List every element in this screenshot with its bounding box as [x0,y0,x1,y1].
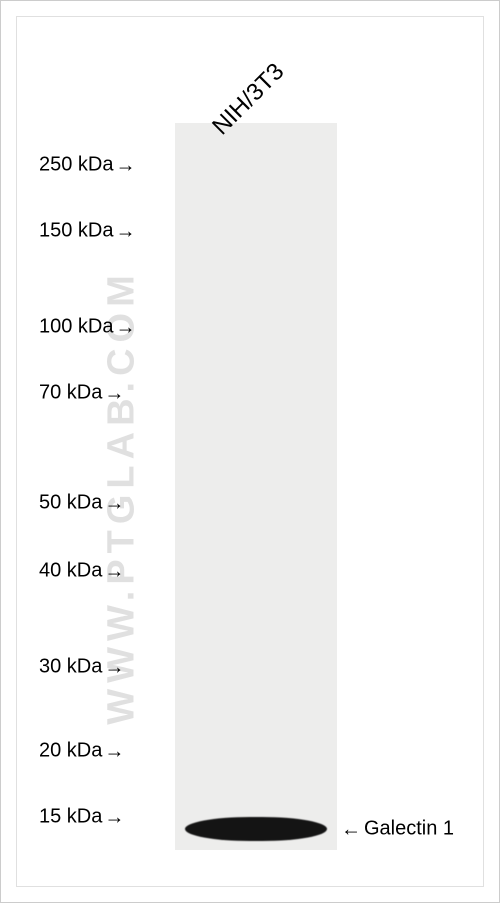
mw-marker-row: 20 kDa→ [39,740,124,763]
arrow-right-icon: → [116,155,136,175]
arrow-right-icon: → [104,493,124,513]
mw-marker-row: 70 kDa→ [39,382,124,405]
arrow-right-icon: → [104,741,124,761]
mw-marker-text: 50 kDa [39,492,102,515]
mw-marker-text: 20 kDa [39,740,102,763]
mw-marker-row: 250 kDa→ [39,154,136,177]
mw-marker-row: 150 kDa→ [39,220,136,243]
mw-marker-text: 70 kDa [39,382,102,405]
mw-marker-row: 30 kDa→ [39,656,124,679]
arrow-right-icon: → [104,657,124,677]
mw-marker-text: 30 kDa [39,656,102,679]
gel-lane [175,123,337,850]
arrow-right-icon: → [104,383,124,403]
arrow-right-icon: → [104,561,124,581]
target-label: ← Galectin 1 [341,818,454,841]
mw-marker-row: 50 kDa→ [39,492,124,515]
mw-marker-row: 100 kDa→ [39,316,136,339]
mw-marker-text: 150 kDa [39,220,114,243]
mw-marker-text: 100 kDa [39,316,114,339]
blot-area: WWW.PTGLAB.COM NIH/3T3 250 kDa→150 kDa→1… [17,17,483,886]
inner-frame: WWW.PTGLAB.COM NIH/3T3 250 kDa→150 kDa→1… [16,16,484,887]
outer-frame: WWW.PTGLAB.COM NIH/3T3 250 kDa→150 kDa→1… [0,0,500,903]
arrow-left-icon: ← [341,819,361,839]
mw-marker-row: 15 kDa→ [39,806,124,829]
target-name: Galectin 1 [364,818,454,841]
mw-marker-text: 15 kDa [39,806,102,829]
mw-marker-text: 40 kDa [39,560,102,583]
arrow-right-icon: → [116,221,136,241]
protein-band [185,817,328,841]
arrow-right-icon: → [104,807,124,827]
arrow-right-icon: → [116,317,136,337]
mw-marker-text: 250 kDa [39,154,114,177]
mw-marker-row: 40 kDa→ [39,560,124,583]
